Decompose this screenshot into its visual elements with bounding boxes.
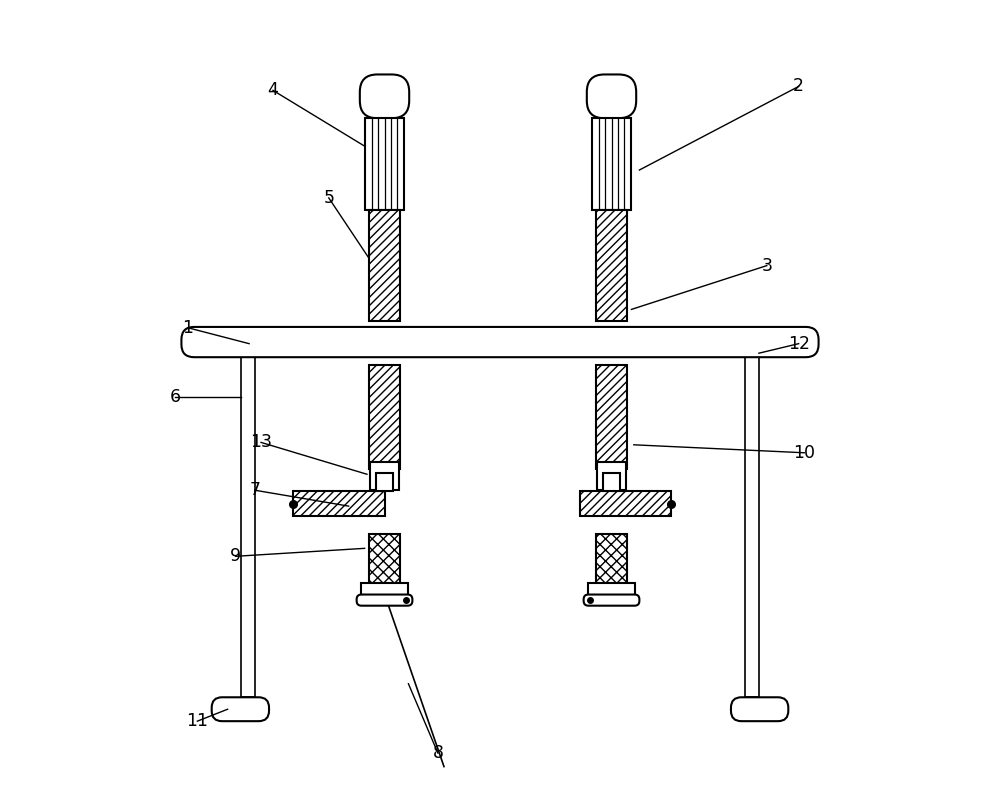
Bar <box>603 473 620 491</box>
FancyBboxPatch shape <box>212 697 269 721</box>
Text: 12: 12 <box>788 334 810 353</box>
FancyBboxPatch shape <box>587 75 636 118</box>
Bar <box>596 365 627 468</box>
Text: 5: 5 <box>323 189 334 207</box>
Bar <box>361 583 408 596</box>
Text: 1: 1 <box>182 318 193 337</box>
Text: 3: 3 <box>761 257 772 274</box>
Bar <box>592 118 631 210</box>
Text: 4: 4 <box>268 81 278 99</box>
Text: 11: 11 <box>186 712 208 730</box>
Bar <box>369 365 400 468</box>
Bar <box>597 461 626 490</box>
Bar <box>588 583 635 596</box>
Bar <box>596 210 627 322</box>
Text: 7: 7 <box>249 481 260 499</box>
Bar <box>369 534 400 585</box>
Text: 2: 2 <box>793 78 804 95</box>
Bar <box>370 461 399 490</box>
Text: 9: 9 <box>230 547 241 565</box>
FancyBboxPatch shape <box>584 594 639 606</box>
Bar <box>580 491 671 516</box>
FancyBboxPatch shape <box>731 697 788 721</box>
Bar <box>293 491 385 516</box>
Text: 13: 13 <box>250 433 272 452</box>
FancyBboxPatch shape <box>360 75 409 118</box>
Text: 10: 10 <box>793 444 815 462</box>
FancyBboxPatch shape <box>357 594 412 606</box>
Bar <box>596 534 627 585</box>
Bar <box>376 473 393 491</box>
Bar <box>369 210 400 322</box>
Text: 6: 6 <box>169 388 181 406</box>
Bar <box>365 118 404 210</box>
FancyBboxPatch shape <box>181 327 819 357</box>
Text: 8: 8 <box>432 744 443 762</box>
